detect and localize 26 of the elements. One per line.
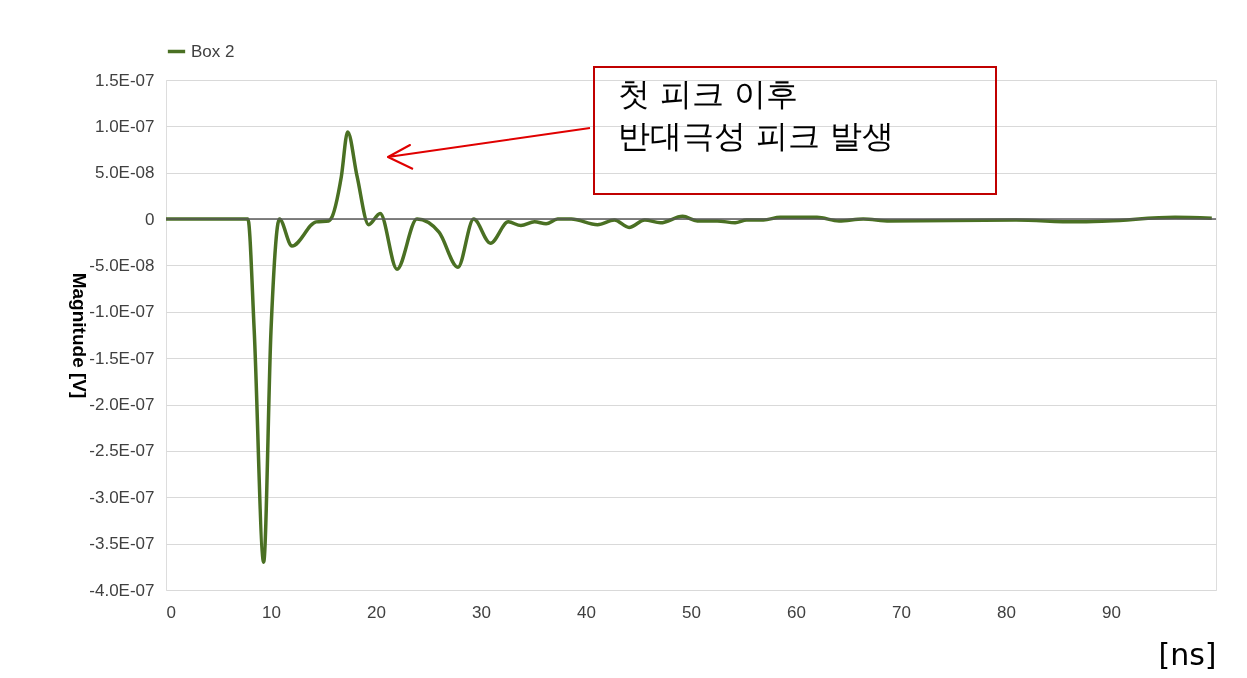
- x-tick-label: 80: [997, 602, 1016, 622]
- x-tick-label: 20: [367, 602, 386, 622]
- y-tick-label: -2.0E-07: [89, 395, 155, 415]
- y-tick-label: -2.5E-07: [89, 441, 155, 461]
- annotation: 첫 피크 이후 반대극성 피크 발생: [618, 75, 895, 155]
- y-tick-label: -1.0E-07: [89, 302, 155, 322]
- x-tick-label: 0: [166, 602, 176, 622]
- x-tick-label: 90: [1102, 602, 1121, 622]
- legend-label: Box 2: [191, 41, 235, 61]
- x-tick-label: 30: [472, 602, 491, 622]
- x-axis-title: [ns]: [1158, 636, 1217, 672]
- y-tick-label: -1.5E-07: [89, 348, 155, 368]
- x-tick-label: 50: [682, 602, 701, 622]
- y-axis-title: Magnitude [V]: [69, 272, 91, 399]
- x-tick-label: 60: [787, 602, 806, 622]
- y-tick-label: 1.5E-07: [94, 70, 155, 90]
- y-tick-label: 0: [145, 209, 155, 229]
- x-tick-label: 10: [262, 602, 281, 622]
- x-tick-label: 70: [892, 602, 911, 622]
- y-tick-label: 5.0E-08: [94, 163, 155, 183]
- y-tick-label: 1.0E-07: [94, 116, 155, 136]
- y-tick-label: -5.0E-08: [89, 255, 155, 275]
- y-tick-label: -4.0E-07: [89, 580, 155, 600]
- y-tick-label: -3.5E-07: [89, 534, 155, 554]
- x-tick-label: 40: [577, 602, 596, 622]
- y-tick-label: -3.0E-07: [89, 487, 155, 507]
